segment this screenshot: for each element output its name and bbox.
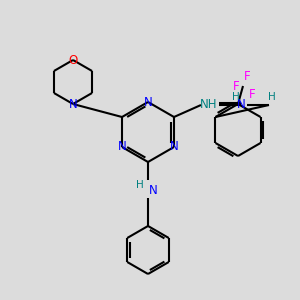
Text: H: H	[136, 180, 144, 190]
Text: N: N	[237, 98, 245, 112]
Text: NH: NH	[200, 98, 218, 112]
Text: N: N	[148, 184, 158, 196]
Text: N: N	[118, 140, 126, 154]
Text: H: H	[268, 92, 276, 102]
Text: O: O	[68, 53, 78, 67]
Text: N: N	[169, 140, 178, 154]
Text: F: F	[233, 80, 239, 92]
Text: H: H	[232, 92, 240, 102]
Text: N: N	[144, 95, 152, 109]
Text: N: N	[69, 98, 77, 110]
Text: F: F	[244, 70, 250, 83]
Text: F: F	[249, 88, 255, 100]
